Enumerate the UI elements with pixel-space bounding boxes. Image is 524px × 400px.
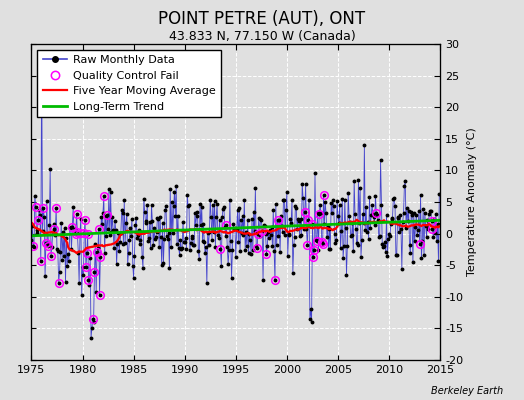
Text: POINT PETRE (AUT), ONT: POINT PETRE (AUT), ONT xyxy=(158,10,366,28)
Y-axis label: Temperature Anomaly (°C): Temperature Anomaly (°C) xyxy=(467,128,477,276)
Text: Berkeley Earth: Berkeley Earth xyxy=(431,386,503,396)
Legend: Raw Monthly Data, Quality Control Fail, Five Year Moving Average, Long-Term Tren: Raw Monthly Data, Quality Control Fail, … xyxy=(37,50,221,117)
Text: 43.833 N, 77.150 W (Canada): 43.833 N, 77.150 W (Canada) xyxy=(169,30,355,43)
